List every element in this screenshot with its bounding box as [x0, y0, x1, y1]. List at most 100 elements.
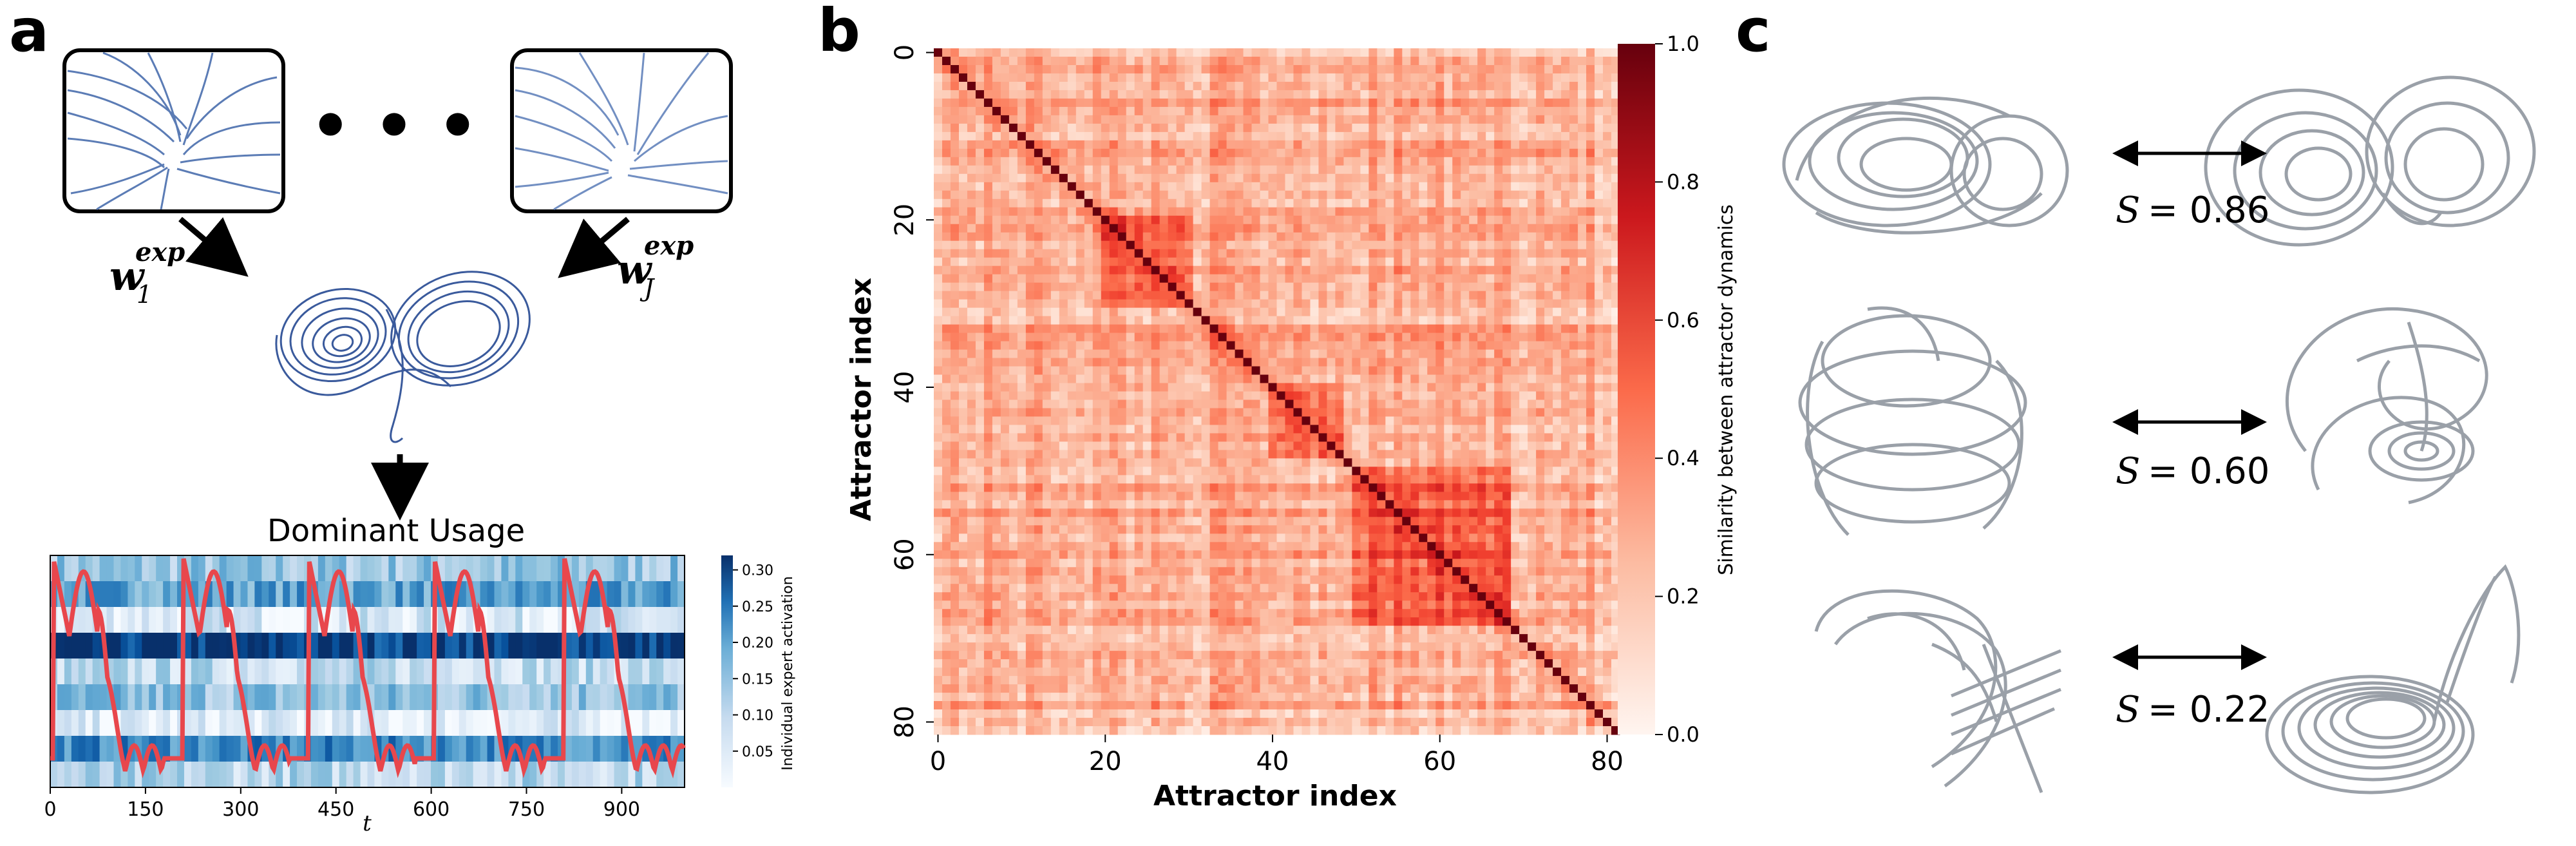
usage-cell: [642, 684, 650, 711]
similarity-cell: [1553, 157, 1562, 166]
usage-cell: [437, 710, 446, 736]
similarity-cell: [1586, 165, 1595, 175]
similarity-cell: [1578, 383, 1587, 392]
similarity-cell: [1176, 240, 1186, 250]
similarity-cell: [1511, 257, 1520, 267]
usage-cell: [381, 607, 389, 633]
similarity-cell: [1419, 64, 1428, 74]
usage-cell: [360, 607, 368, 633]
similarity-cell: [1444, 173, 1453, 183]
similarity-cell: [1603, 450, 1612, 459]
similarity-cell: [1285, 416, 1294, 425]
similarity-cell: [1603, 157, 1612, 166]
similarity-cell: [1034, 408, 1043, 417]
similarity-cell: [1084, 274, 1094, 284]
similarity-cell: [1134, 374, 1144, 384]
similarity-cell: [1343, 307, 1352, 317]
similarity-cell: [975, 224, 985, 233]
similarity-cell: [1477, 232, 1486, 242]
similarity-cell: [1528, 282, 1537, 292]
similarity-cell: [1176, 165, 1186, 175]
similarity-cell: [1569, 140, 1578, 149]
similarity-cell: [1569, 349, 1578, 359]
similarity-cell: [1410, 450, 1419, 459]
similarity-cell: [1360, 358, 1369, 367]
similarity-cell: [1377, 56, 1386, 66]
similarity-cell: [1193, 73, 1202, 82]
similarity-cell: [1092, 257, 1102, 267]
similarity-cell: [1134, 190, 1144, 200]
similarity-cell: [1394, 224, 1403, 233]
similarity-cell: [1067, 408, 1077, 417]
similarity-cell: [1084, 207, 1094, 216]
similarity-cell: [1494, 341, 1503, 351]
similarity-cell: [1377, 358, 1386, 367]
similarity-cell: [1536, 90, 1545, 99]
similarity-cell: [1368, 173, 1378, 183]
similarity-cell: [1419, 425, 1428, 434]
similarity-cell: [1511, 399, 1520, 409]
similarity-cell: [1059, 374, 1068, 384]
similarity-cell: [1494, 165, 1503, 175]
usage-cell: [339, 736, 347, 762]
similarity-cell: [1101, 148, 1110, 158]
similarity-cell: [1502, 332, 1511, 342]
usage-cell: [444, 710, 453, 736]
similarity-cell: [1603, 232, 1612, 242]
similarity-cell: [1042, 358, 1052, 367]
similarity-cell: [1603, 416, 1612, 425]
similarity-cell: [1134, 232, 1144, 242]
similarity-cell: [1561, 399, 1570, 409]
similarity-cell: [967, 190, 976, 200]
similarity-cell: [1000, 332, 1010, 342]
similarity-cell: [983, 341, 993, 351]
similarity-cell: [1452, 433, 1461, 442]
similarity-cell: [1536, 265, 1545, 275]
similarity-cell: [1034, 207, 1043, 216]
similarity-cell: [1469, 56, 1478, 66]
similarity-cell: [1285, 332, 1294, 342]
similarity-cell: [1075, 358, 1085, 367]
similarity-cell: [1151, 157, 1160, 166]
similarity-cell: [1009, 157, 1018, 166]
similarity-cell: [1251, 366, 1261, 376]
similarity-cell: [1343, 182, 1352, 191]
similarity-cell: [1302, 215, 1311, 225]
similarity-cell: [1343, 441, 1352, 450]
similarity-cell: [1009, 399, 1018, 409]
similarity-cell: [1368, 332, 1378, 342]
similarity-cell: [1109, 48, 1119, 57]
similarity-cell: [1184, 274, 1194, 284]
similarity-cell: [1569, 173, 1578, 183]
similarity-cell: [1343, 173, 1352, 183]
similarity-cell: [1394, 374, 1403, 384]
similarity-cell: [1168, 173, 1177, 183]
similarity-cell: [1168, 240, 1177, 250]
similarity-cell: [1352, 56, 1361, 66]
similarity-cell: [967, 224, 976, 233]
usage-cell: [310, 684, 319, 711]
usage-cell: [628, 684, 636, 711]
similarity-cell: [1385, 157, 1394, 166]
similarity-cell: [1352, 366, 1361, 376]
similarity-cell: [1243, 265, 1253, 275]
similarity-cell: [1553, 299, 1562, 309]
similarity-cell: [1502, 140, 1511, 149]
similarity-cell: [1092, 383, 1102, 392]
similarity-cell: [1360, 383, 1369, 392]
usage-cell: [656, 659, 664, 685]
similarity-cell: [1059, 224, 1068, 233]
similarity-cell: [1193, 98, 1202, 108]
similarity-cell: [1461, 224, 1470, 233]
similarity-cell: [1109, 383, 1119, 392]
similarity-cell: [1553, 282, 1562, 292]
similarity-cell: [934, 416, 943, 425]
usage-cell: [607, 684, 615, 711]
similarity-cell: [967, 157, 976, 166]
similarity-cell: [1578, 433, 1587, 442]
similarity-cell: [1603, 148, 1612, 158]
usage-cell: [395, 607, 403, 633]
similarity-cell: [1017, 232, 1027, 242]
similarity-cell: [1310, 316, 1319, 325]
usage-cell: [317, 581, 326, 608]
